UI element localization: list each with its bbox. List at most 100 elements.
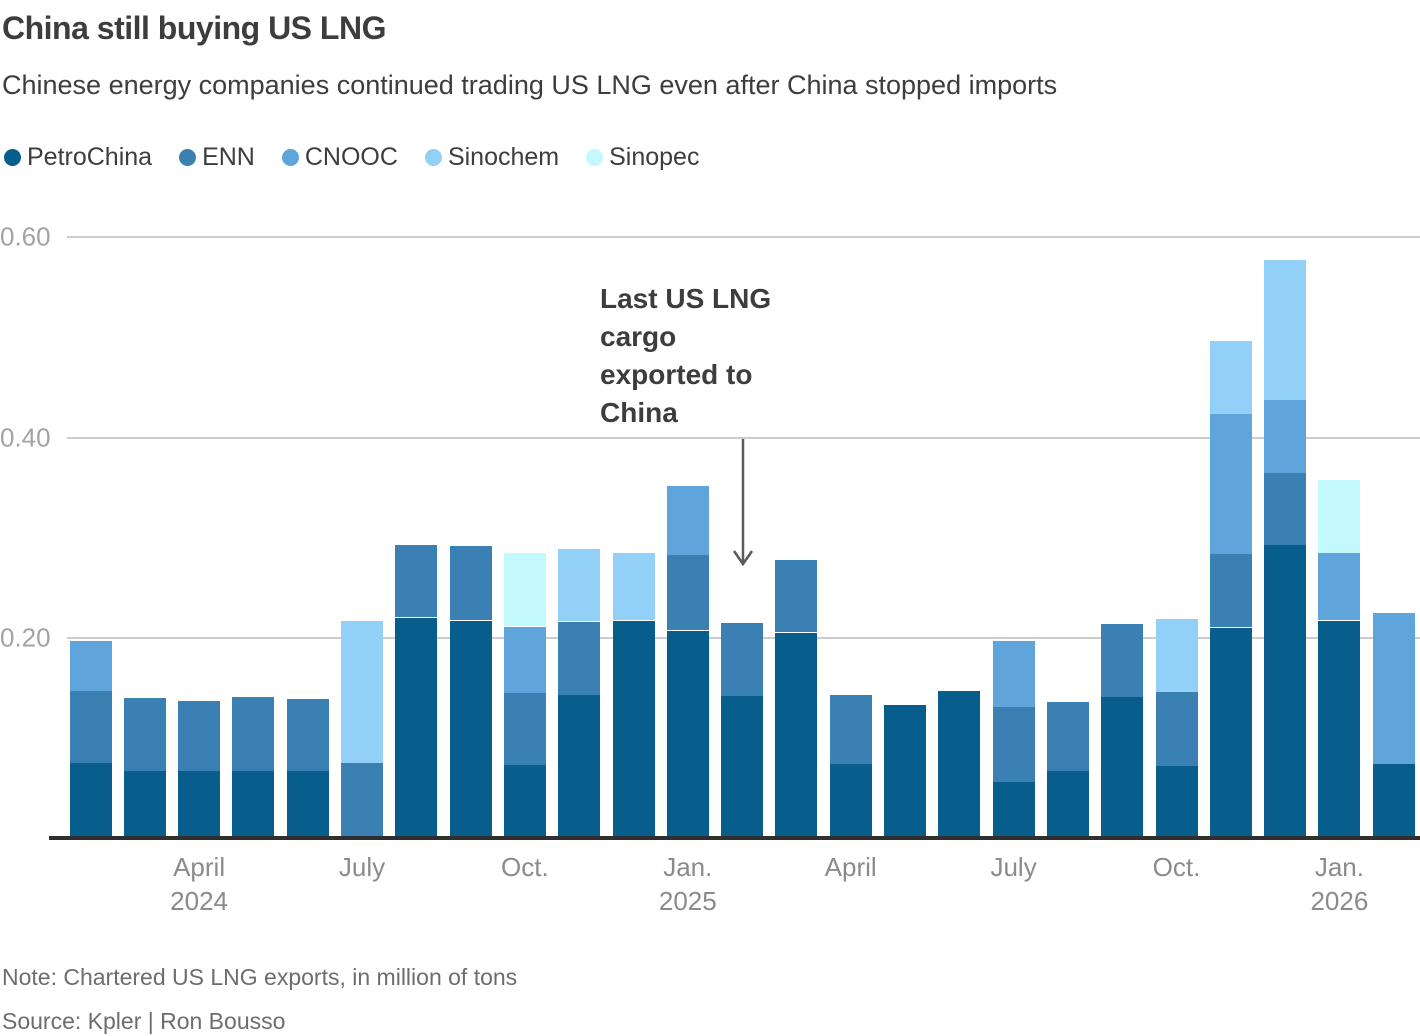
bar-2025-02-enn — [721, 622, 764, 696]
bar-2024-02-enn — [69, 690, 112, 763]
x-axis-label-April: April — [173, 852, 226, 882]
legend-dot-icon — [4, 149, 21, 166]
bar-2026-01-petrochina — [1318, 620, 1361, 836]
bar-2025-11-enn — [1209, 554, 1252, 628]
legend-dot-icon — [281, 149, 299, 166]
bar-2025-10-petrochina — [1155, 765, 1198, 836]
bar-2025-12-sinochem — [1264, 259, 1307, 400]
page-subtitle: Chinese energy companies continued tradi… — [2, 70, 1058, 100]
x-axis-line — [49, 836, 1420, 840]
bar-2025-07-cnooc — [992, 640, 1035, 707]
bar-2025-11-petrochina — [1209, 627, 1252, 836]
bar-2025-07-petrochina — [992, 781, 1035, 836]
bar-2024-12-sinochem — [612, 553, 655, 621]
bar-2025-09-enn — [1101, 623, 1144, 697]
bar-2025-08-petrochina — [1046, 770, 1089, 836]
bar-2025-07-enn — [992, 706, 1035, 782]
x-axis-label-Oct: Oct. — [501, 852, 549, 882]
legend-label: CNOOC — [304, 143, 398, 171]
bar-2026-02-cnooc — [1372, 613, 1415, 764]
x-axis-label-Oct: Oct. — [1152, 852, 1201, 882]
bar-2025-05-petrochina — [884, 704, 926, 836]
x-axis-label-July: July — [338, 852, 386, 882]
bar-2025-12-enn — [1264, 473, 1307, 546]
y-axis-label-0.40: 0.40 — [0, 422, 51, 452]
bar-2024-03-petrochina — [123, 770, 166, 836]
bar-2026-01-cnooc — [1318, 553, 1361, 621]
bar-2025-03-enn — [775, 560, 818, 633]
bar-2025-11-cnooc — [1209, 413, 1252, 555]
bar-2025-01-enn — [666, 555, 709, 631]
y-axis-label-0.60: 0.60 — [0, 221, 51, 252]
legend-dot-icon — [586, 149, 604, 166]
legend-label: ENN — [202, 143, 255, 171]
bar-2025-11-sinochem — [1209, 340, 1252, 414]
bar-2025-03-petrochina — [775, 632, 818, 836]
legend-item-sinochem: Sinochem — [424, 143, 560, 172]
legend-item-petrochina: PetroChina — [4, 143, 152, 172]
bar-2024-11-petrochina — [558, 694, 601, 836]
page-title: China still buying US LNG — [2, 10, 386, 46]
legend-label: PetroChina — [27, 143, 153, 171]
annotation-arrow-icon — [732, 438, 754, 567]
bar-2024-05-petrochina — [232, 770, 275, 836]
bar-2024-09-petrochina — [449, 620, 492, 836]
bar-2024-07-enn — [341, 762, 383, 836]
bar-2025-06-petrochina — [938, 690, 981, 836]
bar-2025-08-enn — [1046, 701, 1089, 771]
bar-2025-04-petrochina — [829, 763, 872, 836]
bar-2025-10-enn — [1155, 691, 1198, 766]
bar-2024-04-enn — [178, 700, 221, 771]
legend-item-enn: ENN — [179, 143, 255, 172]
bar-2024-08-enn — [395, 545, 438, 618]
bar-2024-10-petrochina — [503, 764, 546, 836]
x-axis-label-Jan: Jan. — [663, 852, 713, 882]
bar-2024-06-petrochina — [286, 770, 329, 836]
annotation-line: exported to — [600, 359, 753, 390]
legend-label: Sinochem — [447, 143, 560, 171]
bar-2026-02-petrochina — [1372, 763, 1415, 836]
x-axis-label-Jan: Jan. — [1314, 852, 1364, 882]
legend-dot-icon — [179, 149, 197, 166]
bar-2024-10-sinopec — [503, 553, 546, 627]
legend: PetroChina ENN CNOOC Sinochem Sinopec — [4, 143, 699, 172]
annotation-line: Last US LNG — [600, 283, 772, 314]
legend-item-cnooc: CNOOC — [281, 143, 398, 172]
legend-dot-icon — [424, 149, 442, 166]
bar-2024-06-enn — [286, 698, 329, 771]
bar-2026-01-sinopec — [1318, 480, 1361, 554]
bar-2025-02-petrochina — [721, 695, 764, 836]
y-axis-label-0.20: 0.20 — [0, 622, 51, 653]
legend-label: Sinopec — [609, 143, 700, 171]
bar-2024-11-enn — [558, 621, 601, 695]
x-axis-label-April: April — [824, 852, 877, 882]
bar-2024-03-enn — [123, 697, 166, 771]
bar-2024-10-enn — [503, 692, 546, 765]
bar-2024-04-petrochina — [178, 770, 221, 836]
bar-2024-09-enn — [449, 546, 492, 621]
bar-2024-07-sinochem — [341, 620, 383, 763]
bar-2025-01-cnooc — [666, 486, 709, 556]
bar-2024-08-petrochina — [395, 617, 438, 836]
annotation-line: cargo — [600, 321, 677, 352]
bar-2024-12-petrochina — [612, 620, 655, 836]
x-axis-label-July: July — [990, 852, 1037, 882]
bar-2025-04-enn — [829, 694, 872, 764]
bar-2024-02-petrochina — [69, 762, 112, 836]
gridline-0.40 — [67, 436, 1420, 439]
footer-source: Source: Kpler | Ron Bousso — [2, 1008, 286, 1034]
bar-2024-10-cnooc — [503, 626, 546, 693]
x-axis-label-2026: 2026 — [1310, 886, 1369, 916]
bar-2025-12-cnooc — [1264, 399, 1307, 474]
annotation-line: China — [600, 397, 678, 428]
footer-note: Note: Chartered US LNG exports, in milli… — [2, 964, 518, 990]
annotation-text: Last US LNG cargo exported to China — [600, 280, 820, 432]
x-axis-label-2024: 2024 — [170, 886, 229, 916]
x-axis-label-2025: 2025 — [658, 886, 717, 916]
bar-2025-10-sinochem — [1155, 618, 1198, 692]
bar-2024-11-sinochem — [558, 549, 601, 622]
bar-2025-09-petrochina — [1101, 696, 1144, 836]
legend-item-sinopec: Sinopec — [586, 143, 699, 172]
gridline-0.60 — [67, 236, 1420, 238]
